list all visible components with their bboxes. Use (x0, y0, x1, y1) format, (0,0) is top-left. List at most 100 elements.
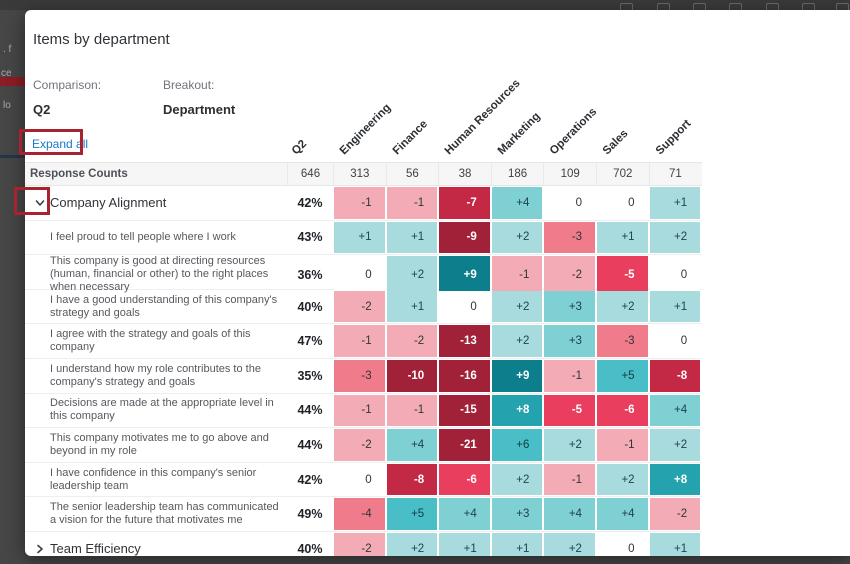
expand-all-link[interactable]: Expand all (32, 137, 89, 151)
heatmap-cell: -1 (543, 359, 596, 393)
row-percentage: 40% (297, 541, 323, 556)
row-label: I have confidence in this company's seni… (50, 466, 257, 492)
heatmap-cell: +2 (543, 532, 596, 556)
heatmap-cell: +4 (438, 497, 491, 531)
background-text-fragment: ce (1, 68, 12, 79)
heatmap-cell: +6 (491, 428, 544, 462)
row-label: The senior leadership team has communica… (50, 501, 279, 527)
heatmap-cell: +1 (491, 532, 544, 556)
heatmap-cell: -3 (543, 221, 596, 255)
heatmap-cell: -2 (333, 532, 386, 556)
breakout-value: Department (163, 102, 236, 117)
table-row: I have a good understanding of this comp… (25, 290, 702, 325)
heatmap-cell: +2 (491, 290, 544, 324)
heatmap-cell: +2 (649, 428, 702, 462)
heatmap-cell: +1 (649, 186, 702, 220)
column-header-engineering: Engineering (337, 101, 394, 158)
row-label-cell: This company is good at directing resour… (25, 255, 287, 294)
background-browser-toolbar (0, 0, 850, 13)
row-label-cell: I feel proud to tell people where I work (25, 221, 287, 255)
table-row: I understand how my role contributes to … (25, 359, 702, 394)
group-row[interactable]: Company Alignment 42% -1 -1 -7 +4 0 0 +1 (25, 186, 702, 221)
row-percentage: 44% (297, 437, 323, 452)
heatmap-cell: -8 (649, 359, 702, 393)
table-row: The senior leadership team has communica… (25, 497, 702, 532)
heatmap-cell: +4 (596, 497, 649, 531)
heatmap-cell: +9 (491, 359, 544, 393)
breakout-label: Breakout: (163, 78, 215, 92)
heatmap-cell: +2 (386, 255, 439, 294)
row-label-cell: Team Efficiency (25, 532, 287, 556)
heatmap-cell: -9 (438, 221, 491, 255)
heatmap-cell: +1 (386, 221, 439, 255)
background-red-bar (0, 77, 25, 86)
row-label: Team Efficiency (50, 541, 141, 556)
column-header-finance: Finance (390, 118, 430, 158)
row-label: Decisions are made at the appropriate le… (50, 397, 274, 423)
heatmap-cell: -5 (596, 255, 649, 294)
heatmap-cell: +1 (596, 221, 649, 255)
heatmap-cell: +4 (386, 428, 439, 462)
group-row[interactable]: Team Efficiency 40% -2 +2 +1 +1 +2 0 +1 (25, 532, 702, 556)
heatmap-table-body: Company Alignment 42% -1 -1 -7 +4 0 0 +1 I feel p… (25, 186, 702, 556)
heatmap-cell: -21 (438, 428, 491, 462)
heatmap-cell: +5 (596, 359, 649, 393)
row-percentage: 36% (297, 267, 323, 282)
heatmap-cell: +4 (649, 394, 702, 428)
response-count: 38 (438, 163, 491, 185)
table-row: This company motivates me to go above an… (25, 428, 702, 463)
heatmap-cell: -1 (333, 186, 386, 220)
row-percentage: 44% (297, 403, 323, 418)
heatmap-cell: -1 (386, 394, 439, 428)
heatmap-cell: +3 (491, 497, 544, 531)
heatmap-cell: +9 (438, 255, 491, 294)
row-percentage: 40% (297, 299, 323, 314)
response-count: 186 (490, 163, 544, 185)
background-text-fragment: . f (3, 44, 12, 55)
table-row: I agree with the strategy and goals of t… (25, 324, 702, 359)
heatmap-cell: -3 (333, 359, 386, 393)
heatmap-cell: +5 (386, 497, 439, 531)
items-by-department-dialog: Items by department Comparison: Breakout… (25, 10, 850, 556)
heatmap-cell: -16 (438, 359, 491, 393)
row-percentage: 35% (297, 368, 323, 383)
comparison-label: Comparison: (33, 78, 102, 92)
heatmap-cell: -1 (543, 463, 596, 497)
heatmap-cell: +2 (596, 290, 649, 324)
row-percentage: 42% (297, 195, 323, 210)
row-label-cell: Decisions are made at the appropriate le… (25, 394, 287, 428)
row-percentage: 47% (297, 334, 323, 349)
chevron-right-icon[interactable] (33, 542, 47, 556)
heatmap-cell: -2 (386, 324, 439, 358)
heatmap-cell: -15 (438, 394, 491, 428)
heatmap-cell: 0 (649, 255, 702, 294)
heatmap-cell: -1 (333, 394, 386, 428)
heatmap-cell: 0 (333, 463, 386, 497)
response-count: 56 (385, 163, 439, 185)
heatmap-cell: 0 (649, 324, 702, 358)
response-count: 71 (648, 163, 702, 185)
annotation-box-expand-all (19, 129, 83, 155)
row-label: I understand how my role contributes to … (50, 362, 261, 388)
row-label: This company is good at directing resour… (50, 255, 269, 294)
heatmap-cell: +2 (491, 221, 544, 255)
row-label-cell: I agree with the strategy and goals of t… (25, 324, 287, 358)
heatmap-cell: -6 (438, 463, 491, 497)
annotation-box-group-chevron (14, 187, 50, 215)
heatmap-cell: -1 (596, 428, 649, 462)
column-header-support: Support (653, 117, 694, 158)
heatmap-cell: +1 (333, 221, 386, 255)
row-label: I feel proud to tell people where I work (50, 230, 236, 243)
chevron-down-icon[interactable] (33, 196, 47, 210)
row-label: Company Alignment (50, 195, 167, 211)
heatmap-cell: 0 (543, 186, 596, 220)
column-header-sales: Sales (600, 127, 631, 158)
heatmap-cell: -3 (596, 324, 649, 358)
heatmap-cell: -4 (333, 497, 386, 531)
row-label: I agree with the strategy and goals of t… (50, 328, 251, 354)
heatmap-cell: 0 (596, 532, 649, 556)
heatmap-cell: -1 (491, 255, 544, 294)
heatmap-cell: +2 (491, 463, 544, 497)
heatmap-cell: 0 (596, 186, 649, 220)
